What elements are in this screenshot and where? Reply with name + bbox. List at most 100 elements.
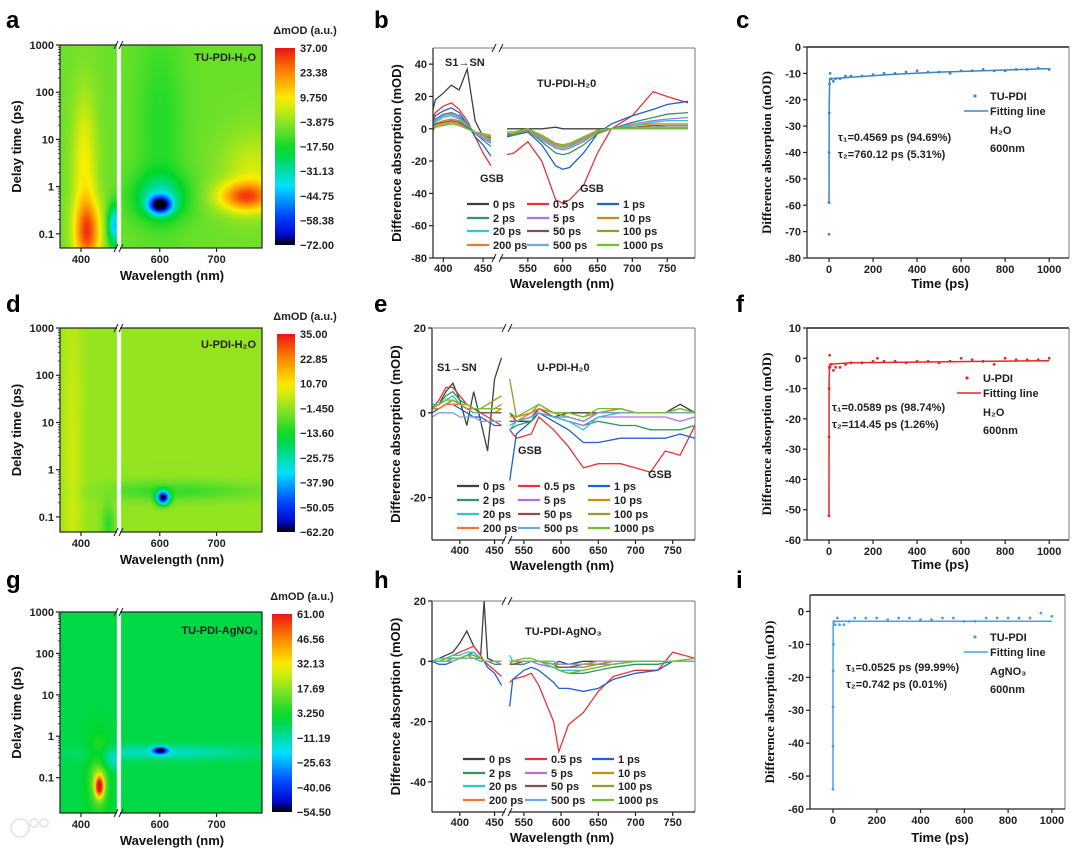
- heatmap-a: [60, 45, 262, 248]
- x-tick-label: 0: [830, 815, 836, 827]
- note-wavelength: 600nm: [990, 143, 1025, 155]
- x-tick-label: 700: [626, 545, 644, 557]
- y-tick-label: 10: [42, 417, 54, 429]
- y-tick-label: -60: [411, 221, 427, 233]
- x-tick-label: 400: [911, 815, 929, 827]
- series-line-1000-ps: [433, 123, 492, 136]
- x-tick-label: 400: [908, 264, 926, 276]
- x-tick-label: 700: [626, 817, 644, 829]
- y-tick-label: 20: [414, 596, 426, 608]
- legend-label: 10 ps: [623, 213, 651, 225]
- y-tick-label: 0: [420, 408, 426, 420]
- panel-i: i 0 -10 -20 -30 -40 -50 -60 0 200 400 600 800 1000 Tim…: [736, 567, 1066, 845]
- y-tick-label: 1: [48, 731, 54, 743]
- axis-break-mark: [501, 807, 507, 817]
- axis-break-mark: [491, 253, 497, 263]
- colorbar-tick-label: 37.00: [300, 43, 328, 55]
- colorbar-tick-label: 22.85: [300, 354, 328, 366]
- y-tick-label: -60: [788, 804, 804, 816]
- series-group: [432, 357, 695, 481]
- data-point: [860, 361, 864, 365]
- x-tick-label: 400: [908, 546, 926, 558]
- y-tick-label: 0: [795, 42, 801, 54]
- y-tick-label: 40: [415, 59, 427, 71]
- data-point: [1025, 358, 1029, 362]
- x-tick-label: 600: [952, 264, 970, 276]
- data-point: [871, 359, 875, 363]
- legend-label: 500 ps: [551, 795, 585, 807]
- legend-label: 1000 ps: [614, 523, 654, 535]
- annotation: TU-PDI-AgNO₃: [525, 626, 602, 638]
- data-point: [981, 359, 985, 363]
- y-tick-label: -20: [785, 414, 801, 426]
- y-axis-label: Difference absorption (mOD): [388, 618, 403, 796]
- y-tick-label: 0: [421, 124, 427, 136]
- x-tick-label: 750: [664, 545, 682, 557]
- panel-b: b 40 20 0 -20 -40 -60 -80 400 450 550 600 650 700 750 W…: [374, 7, 696, 291]
- y-tick-label: 1: [48, 465, 54, 477]
- x-tick-label: 400: [72, 538, 90, 550]
- legend-marker: [965, 376, 969, 380]
- panel-e: e 20 0 -20 400 450 550 600 650 700 750 Wavelength (…: [374, 291, 696, 573]
- axis-break-mark: [501, 323, 507, 333]
- y-tick-label: -80: [785, 253, 801, 265]
- legend-label: 500 ps: [544, 523, 578, 535]
- axis-break-mark: [491, 43, 497, 53]
- data-point: [847, 619, 851, 623]
- y-tick-label: -10: [788, 639, 804, 651]
- series-line-1000-ps: [509, 657, 695, 674]
- axis-break-mark: [113, 527, 119, 537]
- sample-label: TU-PDI-AgNO₃: [181, 625, 258, 637]
- y-tick-label: -40: [785, 148, 801, 160]
- data-point: [886, 618, 890, 622]
- data-point: [1014, 358, 1018, 362]
- x-tick-label: 800: [999, 815, 1017, 827]
- data-point: [1028, 616, 1032, 620]
- data-point: [995, 616, 999, 620]
- legend-label: 10 ps: [614, 495, 642, 507]
- y-tick-label: 0.1: [39, 229, 54, 241]
- legend-label: 0.5 ps: [553, 199, 584, 211]
- panel-letter: e: [374, 291, 387, 318]
- colorbar-title: ΔmOD (a.u.): [273, 25, 337, 37]
- watermark-shape: [39, 818, 49, 828]
- y-tick-label: 0: [420, 656, 426, 668]
- colorbar-tick-label: −54.50: [297, 807, 331, 819]
- x-axis-label: Time (ps): [911, 557, 969, 572]
- y-tick-label: 0.1: [39, 512, 54, 524]
- data-point: [844, 362, 847, 366]
- legend-label: 100 ps: [623, 226, 657, 238]
- colorbar-tick-label: −3.875: [300, 117, 334, 129]
- legend-label: 0.5 ps: [544, 481, 575, 493]
- series-line-20-ps: [433, 115, 492, 143]
- y-tick-label: 1000: [30, 40, 54, 52]
- y-tick-label: 0: [798, 606, 804, 618]
- panel-letter: g: [6, 567, 21, 594]
- axis-break-mark: [498, 43, 504, 53]
- axis-break-mark: [118, 527, 124, 537]
- data-point: [973, 619, 977, 623]
- colorbar-tick-label: 17.69: [297, 683, 325, 695]
- x-tick-label: 600: [151, 254, 169, 266]
- panel-d: d 1000 100 10 1 0.1 400 600 700 Wavelength (nm) De…: [6, 291, 337, 567]
- colorbar-tick-label: −58.38: [300, 215, 334, 227]
- data-point: [951, 616, 955, 620]
- data-point: [828, 82, 831, 86]
- colorbar-tick-label: −50.05: [300, 502, 334, 514]
- note-wavelength: 600nm: [983, 425, 1018, 437]
- fit-parameter-tau2: τ₂=114.45 ps (1.26%): [832, 419, 939, 431]
- data-point: [828, 353, 832, 357]
- colorbar-tick-label: 46.56: [297, 634, 325, 646]
- sample-label: U-PDI-H₂O: [201, 339, 256, 351]
- y-tick-label: -40: [785, 474, 801, 486]
- colorbar-tick-label: 10.70: [300, 379, 328, 391]
- data-point: [937, 361, 941, 365]
- data-point: [838, 623, 841, 627]
- note-solvent: H₂O: [983, 407, 1005, 419]
- series-line-0-5-ps: [433, 102, 492, 167]
- data-point: [948, 359, 952, 363]
- data-point: [919, 618, 922, 622]
- note-wavelength: 600nm: [990, 684, 1025, 696]
- plot-frame: [59, 611, 263, 814]
- axis-break-mark: [501, 535, 507, 545]
